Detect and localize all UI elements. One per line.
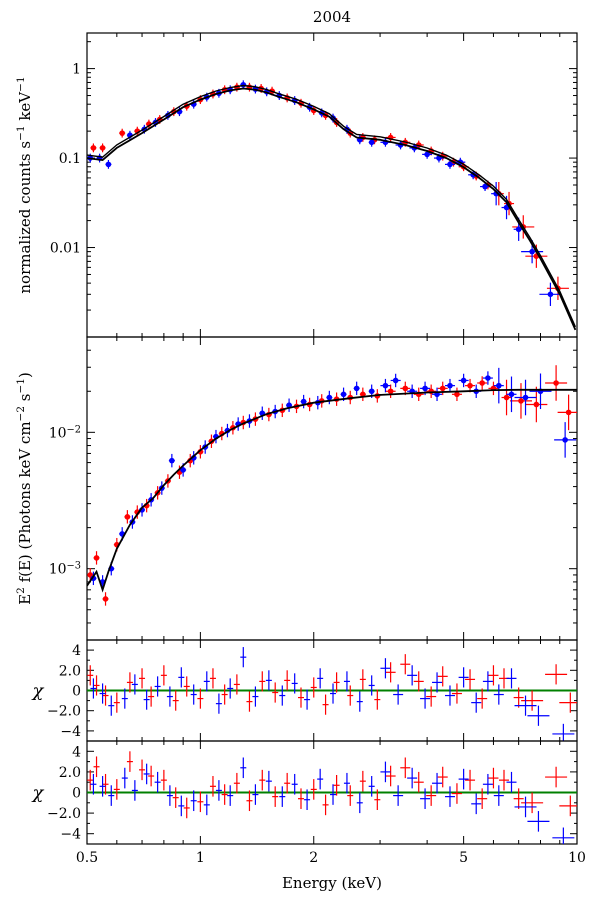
panel-efe-data xyxy=(87,365,577,606)
y-tick-label: 1 xyxy=(72,62,81,78)
data-point xyxy=(515,226,522,233)
panel-chi2: −4 −2.0 0 2.0 4 χ 0.5 1 2 5 10 xyxy=(31,740,586,866)
y-tick-label: 0 xyxy=(72,786,81,802)
panel-counts-frame xyxy=(86,32,578,338)
y-axis-title: χ xyxy=(31,681,45,702)
data-point xyxy=(533,401,540,408)
model-curve xyxy=(87,87,577,331)
panel-efe: 10−3 10−2 E2 f(E) (Photons keV cm−2 s−1) xyxy=(15,336,578,641)
data-point xyxy=(485,375,491,381)
x-tick-label: 0.5 xyxy=(76,850,98,866)
data-point xyxy=(102,596,109,602)
y-tick-label: 2.0 xyxy=(59,663,81,679)
data-point xyxy=(439,385,446,392)
data-point xyxy=(460,377,467,384)
x-tick-label: 1 xyxy=(196,850,205,866)
data-point xyxy=(565,409,572,416)
data-point xyxy=(518,398,524,404)
chart-title: 2004 xyxy=(313,8,351,26)
y-axis-title: χ xyxy=(31,783,45,804)
panel-chi2-data xyxy=(87,751,577,844)
data-point xyxy=(496,382,502,389)
data-point xyxy=(368,139,375,146)
y-tick-label: −4 xyxy=(60,827,81,843)
data-point xyxy=(422,385,428,392)
x-tick-label: 5 xyxy=(459,850,468,866)
data-point xyxy=(382,382,389,389)
panel-counts: 0.01 0.1 1 normalized counts s−1 keV−1 xyxy=(15,32,578,338)
data-point xyxy=(392,377,399,384)
data-point xyxy=(353,385,360,392)
x-axis-title: Energy (keV) xyxy=(282,874,382,892)
data-point xyxy=(360,391,366,398)
y-tick-label: 10−2 xyxy=(49,424,81,442)
x-tick-label: 10 xyxy=(568,850,586,866)
data-point xyxy=(124,514,131,520)
y-tick-label: 0.01 xyxy=(50,241,81,257)
data-point xyxy=(424,151,430,158)
data-point xyxy=(300,398,307,405)
data-point xyxy=(529,248,535,255)
data-point xyxy=(169,457,175,464)
model-curve xyxy=(87,388,577,593)
data-point xyxy=(90,145,97,151)
data-point xyxy=(286,402,292,409)
data-point xyxy=(522,394,529,401)
data-point xyxy=(547,291,554,298)
y-tick-label: 10−3 xyxy=(49,560,81,578)
data-point xyxy=(402,385,409,392)
y-axis-title: normalized counts s−1 keV−1 xyxy=(15,76,34,293)
data-point xyxy=(368,388,375,395)
data-point xyxy=(562,437,568,443)
data-point xyxy=(479,380,485,386)
model-curve xyxy=(87,84,577,328)
panel-chi1-data xyxy=(87,647,577,741)
y-tick-label: 0.1 xyxy=(59,151,81,167)
y-tick-label: −2.0 xyxy=(47,806,81,822)
data-point xyxy=(99,145,106,151)
data-point xyxy=(240,81,247,88)
y-axis-title: E2 f(E) (Photons keV cm−2 s−1) xyxy=(15,372,34,605)
data-point xyxy=(93,555,100,561)
y-tick-label: −4 xyxy=(60,724,81,740)
data-point xyxy=(340,391,347,398)
y-tick-label: 4 xyxy=(72,643,81,659)
data-point xyxy=(105,161,112,168)
y-tick-label: 4 xyxy=(72,744,81,760)
data-point xyxy=(508,391,515,398)
data-point xyxy=(467,382,473,389)
data-point xyxy=(119,130,125,136)
panel-counts-data xyxy=(87,80,577,331)
data-point xyxy=(326,394,333,401)
data-point xyxy=(503,394,510,401)
panel-chi1: −4 −2.0 0 2.0 4 χ xyxy=(31,639,578,742)
data-point xyxy=(553,380,559,386)
data-point xyxy=(387,388,394,395)
y-tick-label: −2.0 xyxy=(47,704,81,720)
data-point xyxy=(482,183,488,190)
data-point xyxy=(447,161,453,168)
y-tick-label: 0 xyxy=(72,684,81,700)
data-point xyxy=(180,467,186,473)
x-tick-label: 2 xyxy=(309,850,318,866)
data-point xyxy=(454,391,460,398)
y-tick-label: 2.0 xyxy=(59,765,81,781)
data-point xyxy=(447,382,453,389)
